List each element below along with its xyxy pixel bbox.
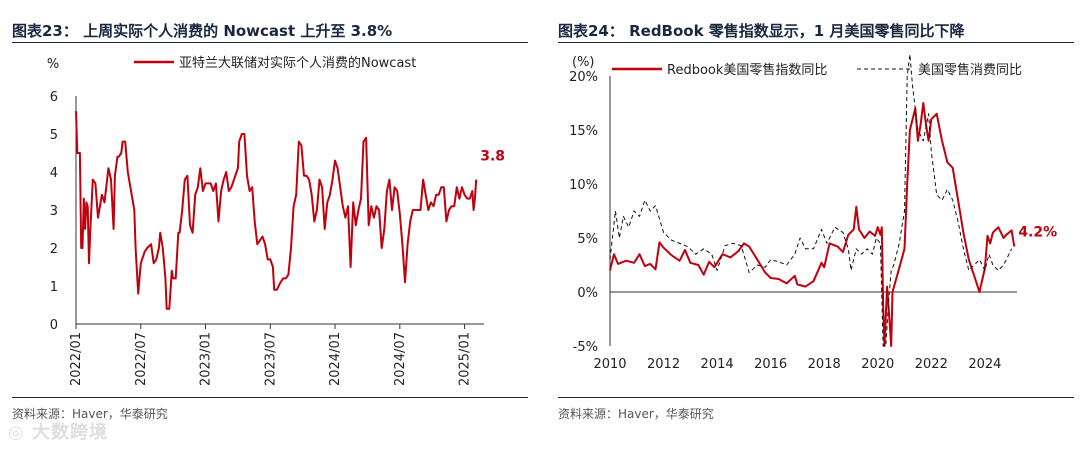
series-line-retail-sales [609,53,1013,347]
y-tick-label: 15% [569,124,598,139]
y-tick-label: -5% [573,340,598,355]
x-tick-label: 2022 [915,357,948,372]
legend-label-redbook: Redbook美国零售指数同比 [667,62,827,78]
chart-panel-redbook: 图表24： RedBook 零售指数显示，1 月美国零售同比下降 (%) 20% 1… [552,0,1080,449]
x-tick-label: 2023/07 [263,332,278,386]
y-tick-label: 5 [50,128,58,143]
x-tick-label: 2025/01 [458,332,473,386]
y-tick-label: 3 [50,204,58,219]
watermark-logo: ◎ 大数跨境 [8,422,108,443]
x-tick-label: 2024/07 [393,332,408,386]
chart-title: 图表24： RedBook 零售指数显示，1 月美国零售同比下降 [558,22,965,40]
x-tick-label: 2012 [647,357,680,372]
chart-panel-nowcast: 图表23： 上周实际个人消费的 Nowcast 上升至 3.8% % 0 1 2 3 4 5… [6,0,536,449]
source-note: 资料来源：Haver，华泰研究 [12,407,168,421]
y-tick-label: 5% [577,232,598,247]
y-tick-label: 0 [50,318,58,333]
y-tick-label: 1 [50,280,58,295]
x-tick-label: 2023/01 [199,332,214,386]
chart-title: 图表23： 上周实际个人消费的 Nowcast 上升至 3.8% [12,22,393,40]
y-tick-label: 0% [577,286,598,301]
source-note: 资料来源：Haver，华泰研究 [558,407,714,421]
x-tick-label: 2010 [593,357,626,372]
legend-label-retail: 美国零售消费同比 [918,62,1022,78]
x-tick-label: 2024 [968,357,1001,372]
x-tick-label: 2018 [808,357,841,372]
chart-svg-redbook: (%)20% 15% 10% 5% 0% -5% 2010 2012 2014 2016 2018 2… [569,53,1057,372]
end-value-label: 4.2% [1018,225,1057,241]
source-divider [558,397,1074,398]
chart-svg-nowcast: % 0 1 2 3 4 5 6 2022/01 2022/07 2023/01 2023/07 2024… [47,55,505,386]
y-axis-unit: (%) [572,55,595,70]
end-value-label: 3.8 [480,149,505,165]
x-tick-label: 2024/01 [328,332,343,386]
x-tick-label: 2016 [754,357,787,372]
x-tick-label: 2014 [701,357,734,372]
legend-label: 亚特兰大联储对实际个人消费的Nowcast [179,55,416,71]
series-line-nowcast [75,111,478,310]
title-divider [12,42,528,43]
x-tick-label: 2022/07 [134,332,149,386]
y-tick-label: 4 [50,166,58,181]
y-tick-label: 6 [50,90,58,105]
y-tick-label: 10% [569,178,598,193]
title-divider [558,42,1074,43]
x-tick-label: 2022/01 [69,332,84,386]
y-axis-unit: % [47,57,59,72]
x-tick-label: 2020 [861,357,894,372]
y-tick-label: 2 [50,242,58,257]
source-divider [12,397,528,398]
series-line-redbook [609,102,1016,347]
y-tick-label: 20% [569,70,598,85]
